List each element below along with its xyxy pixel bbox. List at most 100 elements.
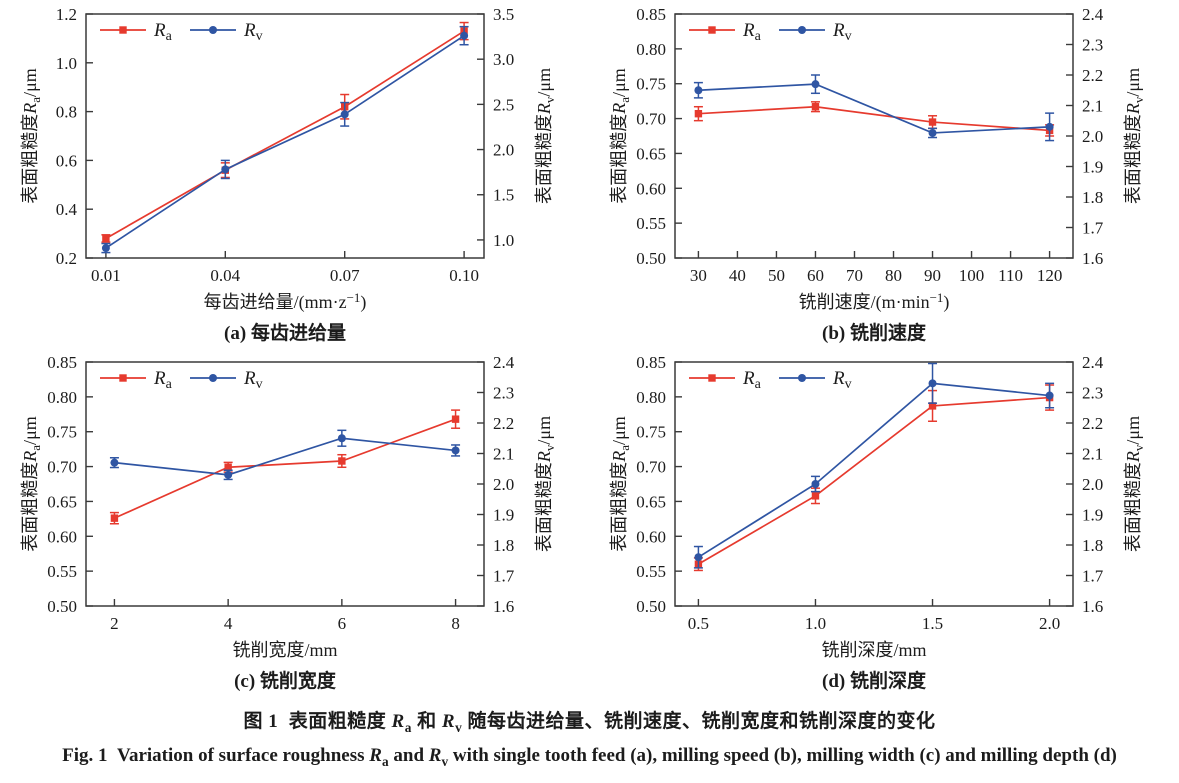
svg-text:0.60: 0.60	[47, 527, 77, 546]
svg-text:表面粗糙度Ra/μm: 表面粗糙度Ra/μm	[20, 68, 43, 203]
svg-text:0.6: 0.6	[56, 151, 77, 170]
svg-text:2.3: 2.3	[1082, 36, 1103, 55]
svg-text:80: 80	[885, 266, 902, 285]
svg-text:110: 110	[998, 266, 1023, 285]
svg-text:0.55: 0.55	[636, 214, 666, 233]
svg-text:0.4: 0.4	[56, 200, 78, 219]
svg-text:Ra: Ra	[742, 368, 762, 392]
svg-text:Ra: Ra	[742, 20, 762, 44]
svg-text:0.50: 0.50	[636, 597, 666, 616]
svg-text:0.65: 0.65	[47, 492, 77, 511]
svg-text:2.0: 2.0	[493, 141, 514, 160]
svg-text:2.3: 2.3	[1082, 384, 1103, 403]
svg-text:2.1: 2.1	[493, 445, 514, 464]
svg-text:0.75: 0.75	[636, 423, 666, 442]
chart-panel-c: 2 4 6 8 0.50 0.55 0.60 0.65 0.70 0.75 0.80 0.85 1.6 1…	[20, 353, 557, 692]
svg-text:0.07: 0.07	[330, 266, 360, 285]
svg-text:0.10: 0.10	[449, 266, 479, 285]
svg-text:0.50: 0.50	[47, 597, 77, 616]
svg-text:2.0: 2.0	[1039, 614, 1060, 633]
svg-text:1.7: 1.7	[1082, 567, 1104, 586]
svg-text:0.01: 0.01	[91, 266, 121, 285]
svg-text:0.75: 0.75	[636, 75, 666, 94]
svg-text:90: 90	[924, 266, 941, 285]
svg-text:1.6: 1.6	[1082, 249, 1103, 268]
svg-text:表面粗糙度Rv/μm: 表面粗糙度Rv/μm	[1123, 68, 1146, 204]
svg-text:100: 100	[959, 266, 985, 285]
svg-text:2.2: 2.2	[493, 414, 514, 433]
figure-caption-zh: 图 1 表面粗糙度 Ra 和 Rv 随每齿进给量、铣削速度、铣削宽度和铣削深度的…	[243, 711, 936, 735]
svg-text:1.0: 1.0	[805, 614, 826, 633]
svg-text:Rv: Rv	[832, 368, 852, 392]
svg-text:60: 60	[807, 266, 824, 285]
svg-text:1.5: 1.5	[493, 186, 514, 205]
svg-text:1.0: 1.0	[493, 231, 514, 250]
svg-text:2.1: 2.1	[1082, 97, 1103, 116]
svg-text:表面粗糙度Ra/μm: 表面粗糙度Ra/μm	[609, 68, 632, 203]
svg-text:30: 30	[690, 266, 707, 285]
svg-text:表面粗糙度Rv/μm: 表面粗糙度Rv/μm	[534, 416, 557, 552]
svg-text:0.65: 0.65	[636, 492, 666, 511]
svg-text:2.0: 2.0	[1082, 127, 1103, 146]
svg-text:2.3: 2.3	[493, 384, 514, 403]
svg-text:(b) 铣削速度: (b) 铣削速度	[822, 321, 927, 344]
svg-text:1.8: 1.8	[493, 536, 514, 555]
svg-text:0.8: 0.8	[56, 103, 77, 122]
svg-text:0.60: 0.60	[636, 179, 666, 198]
svg-text:0.5: 0.5	[688, 614, 709, 633]
panel-a-cell: 0.01 0.04 0.07 0.10 0.2 0.4 0.6 0.8 1.0 1.2 1.0 1.5…	[0, 0, 589, 348]
svg-text:表面粗糙度Rv/μm: 表面粗糙度Rv/μm	[534, 68, 557, 204]
svg-text:Rv: Rv	[832, 20, 852, 44]
svg-text:40: 40	[729, 266, 746, 285]
svg-text:2.0: 2.0	[1082, 475, 1103, 494]
svg-text:(d) 铣削深度: (d) 铣削深度	[822, 669, 927, 692]
svg-text:0.65: 0.65	[636, 144, 666, 163]
svg-text:2.2: 2.2	[1082, 414, 1103, 433]
svg-text:0.85: 0.85	[636, 5, 666, 24]
svg-text:1.7: 1.7	[1082, 219, 1104, 238]
svg-text:3.5: 3.5	[493, 5, 514, 24]
svg-text:铣削深度/mm: 铣削深度/mm	[821, 640, 926, 660]
svg-text:1.6: 1.6	[1082, 597, 1103, 616]
svg-text:2.2: 2.2	[1082, 66, 1103, 85]
panel-d-cell: 0.5 1.0 1.5 2.0 0.50 0.55 0.60 0.65 0.70 0.75 0.80…	[589, 348, 1178, 696]
svg-text:2.4: 2.4	[1082, 353, 1104, 372]
svg-text:0.50: 0.50	[636, 249, 666, 268]
svg-text:1.6: 1.6	[493, 597, 514, 616]
svg-text:0.70: 0.70	[47, 458, 77, 477]
svg-text:70: 70	[846, 266, 863, 285]
svg-text:0.70: 0.70	[636, 110, 666, 129]
figure-captions: 图 1 表面粗糙度 Ra 和 Rv 随每齿进给量、铣削速度、铣削宽度和铣削深度的…	[0, 706, 1179, 770]
svg-text:2.4: 2.4	[493, 353, 515, 372]
svg-text:8: 8	[451, 614, 460, 633]
svg-text:表面粗糙度Rv/μm: 表面粗糙度Rv/μm	[1123, 416, 1146, 552]
svg-text:2.5: 2.5	[493, 95, 514, 114]
svg-text:0.85: 0.85	[47, 353, 77, 372]
svg-text:0.80: 0.80	[636, 388, 666, 407]
svg-text:2.0: 2.0	[493, 475, 514, 494]
panel-c-cell: 2 4 6 8 0.50 0.55 0.60 0.65 0.70 0.75 0.80 0.85 1.6 1…	[0, 348, 589, 696]
svg-text:每齿进给量/(mm·z−1): 每齿进给量/(mm·z−1)	[204, 290, 367, 313]
chart-panel-a: 0.01 0.04 0.07 0.10 0.2 0.4 0.6 0.8 1.0 1.2 1.0 1.5…	[20, 5, 557, 344]
svg-text:Ra: Ra	[153, 20, 173, 44]
svg-text:4: 4	[224, 614, 233, 633]
svg-text:50: 50	[768, 266, 785, 285]
svg-text:1.7: 1.7	[493, 567, 515, 586]
chart-panel-b: 30 40 50 60 70 80 90 100 110 120 0.50 0.55 0.60 0.65 0…	[609, 5, 1146, 344]
svg-text:铣削宽度/mm: 铣削宽度/mm	[232, 640, 337, 660]
svg-text:Rv: Rv	[243, 368, 263, 392]
svg-text:2.1: 2.1	[1082, 445, 1103, 464]
svg-text:0.80: 0.80	[636, 40, 666, 59]
svg-text:0.55: 0.55	[636, 562, 666, 581]
svg-text:3.0: 3.0	[493, 50, 514, 69]
svg-text:120: 120	[1037, 266, 1063, 285]
svg-text:1.5: 1.5	[922, 614, 943, 633]
svg-text:(a) 每齿进给量: (a) 每齿进给量	[224, 321, 346, 344]
chart-panel-d: 0.5 1.0 1.5 2.0 0.50 0.55 0.60 0.65 0.70 0.75 0.80…	[609, 353, 1146, 692]
svg-text:0.2: 0.2	[56, 249, 77, 268]
figure-caption-en: Fig. 1 Variation of surface roughness Ra…	[62, 744, 1117, 769]
svg-text:铣削速度/(m·min−1): 铣削速度/(m·min−1)	[799, 290, 950, 313]
svg-text:0.80: 0.80	[47, 388, 77, 407]
svg-text:0.85: 0.85	[636, 353, 666, 372]
svg-text:表面粗糙度Ra/μm: 表面粗糙度Ra/μm	[20, 416, 43, 551]
